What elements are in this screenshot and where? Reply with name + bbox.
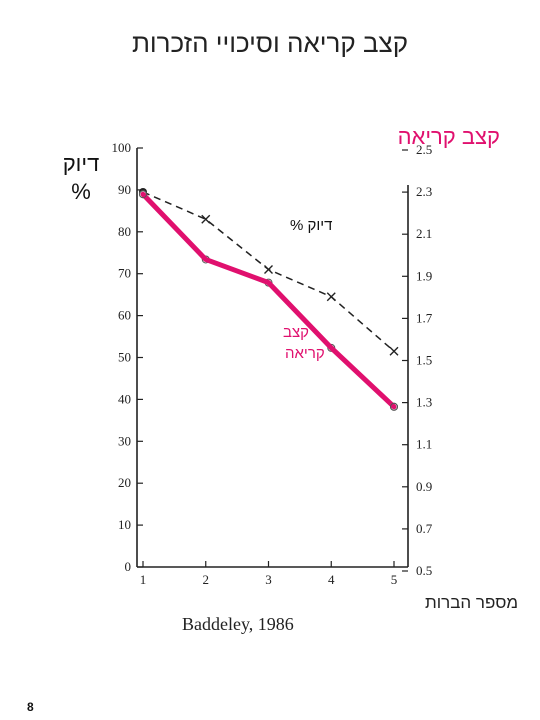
source-credit: Baddeley, 1986: [182, 614, 294, 634]
x-tick-label: 2: [203, 572, 210, 587]
left-tick-label: 100: [112, 140, 132, 155]
x-tick-label: 4: [328, 572, 335, 587]
page-title: קצב קריאה וסיכויי הזכרות: [131, 28, 409, 58]
x-axis-label: מספר הברות: [425, 593, 518, 612]
rate-series-line: [140, 191, 397, 410]
left-tick-label: 10: [118, 517, 131, 532]
x-axis-ticks: 1 2 3 4 5: [140, 561, 398, 587]
left-tick-label: 50: [118, 350, 131, 365]
series-layer: [139, 187, 399, 411]
right-tick-label: 1.1: [416, 437, 432, 452]
right-tick-label: 1.9: [416, 268, 432, 283]
left-axis-title-line-2: %: [71, 179, 91, 204]
rate-series-label-line-2: קריאה: [285, 345, 325, 362]
page-number: 8: [27, 700, 34, 714]
right-tick-label: 1.7: [416, 310, 433, 325]
left-tick-label: 20: [118, 475, 131, 490]
left-axis-ticks: 0 10 20 30 40 50 60 70 80 90 100: [112, 140, 143, 574]
x-tick-label: 5: [391, 572, 398, 587]
right-tick-label: 2.3: [416, 184, 432, 199]
left-tick-label: 30: [118, 433, 131, 448]
left-tick-label: 60: [118, 308, 131, 323]
right-axis-title: קצב קריאה: [397, 124, 500, 149]
right-tick-label: 1.3: [416, 395, 432, 410]
left-axis-title: דיוק %: [56, 150, 106, 206]
accuracy-point: [201, 214, 211, 224]
right-tick-label: 2.1: [416, 226, 432, 241]
left-tick-label: 70: [118, 266, 131, 281]
right-axis-ticks: 0.5 0.7 0.9 1.1 1.3 1.5 1.7 1.9 2.1 2.3 2.5: [402, 142, 433, 578]
right-tick-label: 0.5: [416, 563, 432, 578]
accuracy-series-line: [142, 191, 395, 352]
right-tick-label: 2.5: [416, 142, 432, 157]
accuracy-point: [326, 292, 336, 302]
right-tick-label: 1.5: [416, 353, 432, 368]
accuracy-point: [264, 265, 273, 275]
right-tick-label: 0.7: [416, 521, 433, 536]
left-axis-title-line-1: דיוק: [62, 151, 100, 176]
rate-point: [139, 190, 147, 199]
left-tick-label: 40: [118, 391, 131, 406]
accuracy-point: [389, 346, 399, 356]
accuracy-series-label: דיוק %: [290, 217, 332, 234]
rate-series-label-line-1: קצב: [283, 324, 309, 341]
x-tick-label: 3: [265, 572, 272, 587]
chart-axes: [136, 148, 409, 568]
left-tick-label: 90: [118, 182, 131, 197]
left-tick-label: 80: [118, 224, 131, 239]
left-tick-label: 0: [125, 559, 132, 574]
x-tick-label: 1: [140, 572, 147, 587]
rate-point: [390, 402, 398, 411]
right-tick-label: 0.9: [416, 479, 432, 494]
